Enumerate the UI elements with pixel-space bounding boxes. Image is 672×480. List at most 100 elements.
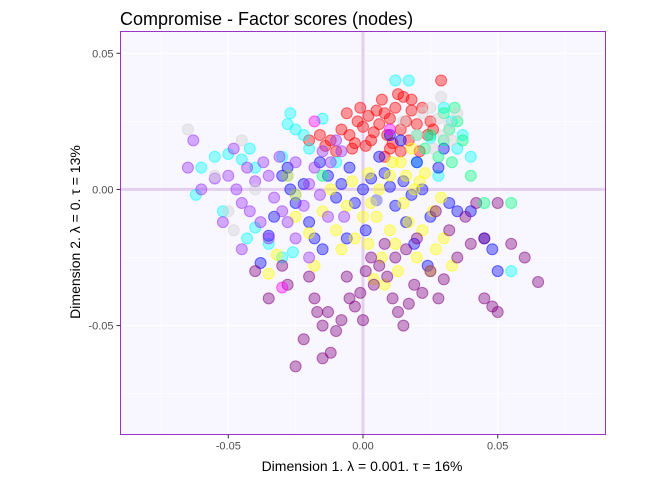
data-point [316,319,329,332]
data-point [235,134,248,147]
data-point [335,243,348,256]
data-point [464,237,477,250]
data-point [276,251,289,264]
data-point [410,251,423,264]
data-point [330,191,343,204]
data-point [340,270,353,283]
data-point [308,115,321,128]
data-point [389,237,402,250]
data-point [222,169,235,182]
data-point [340,232,353,245]
series-4 [249,197,545,373]
data-point [284,107,297,120]
data-point [222,205,235,218]
data-point [445,156,458,169]
data-point [408,278,421,291]
data-point [397,115,410,128]
data-point [286,246,299,259]
data-point [249,265,262,278]
data-point [243,205,256,218]
data-point [394,156,407,169]
data-point [432,112,445,125]
data-point [359,265,372,278]
data-point [402,74,415,87]
x-tick-label: -0.05 [216,441,241,453]
data-point [448,101,461,114]
data-point [322,210,334,223]
data-point [389,251,402,264]
data-point [432,169,445,182]
data-point [289,232,302,245]
data-point [424,129,437,141]
data-point [362,167,375,180]
y-tick-label: -0.05 [88,321,113,333]
data-point [243,142,256,155]
data-point [241,232,254,245]
data-point [227,142,240,155]
data-point [316,352,329,365]
data-point [410,118,423,131]
data-point [464,150,477,163]
data-point [437,273,450,286]
data-point [330,224,343,237]
data-point [505,237,518,250]
data-point [208,150,221,163]
data-point [435,90,448,103]
data-point [400,169,413,182]
data-point [424,265,437,278]
data-point [402,216,415,229]
data-point [330,134,343,147]
data-point [419,167,431,180]
data-point [405,104,418,117]
data-point [254,216,267,229]
chart-title: Compromise - Factor scores (nodes) [120,9,413,29]
x-tick-label: 0.05 [487,441,508,453]
data-point [464,169,477,182]
data-point [451,205,464,218]
data-point [335,145,348,158]
data-point [297,129,310,141]
data-point [241,161,254,174]
data-point [389,101,402,114]
data-point [491,306,504,318]
data-point [392,88,404,101]
x-tick-label: 0.00 [352,441,373,453]
data-point [281,169,294,182]
series-3 [262,142,458,291]
data-point [416,286,429,299]
data-point [478,232,491,245]
data-point [338,210,351,223]
data-point [316,169,329,182]
data-point [330,325,343,337]
y-tick-label: 0.05 [92,48,113,60]
data-point [187,134,200,147]
data-point [373,183,386,196]
data-point [383,123,396,136]
data-point [181,123,194,136]
data-point [181,161,194,174]
data-point [308,259,321,272]
data-point [424,101,437,114]
data-point [268,191,281,204]
data-point [262,292,275,305]
data-point [297,199,310,212]
data-point [392,265,404,278]
data-point [208,172,221,185]
series-9 [281,169,302,201]
data-point [362,237,375,250]
data-point [383,180,396,193]
data-point [340,107,353,120]
data-point [408,183,421,196]
data-point [276,150,289,163]
series-7 [181,90,464,237]
data-point [443,118,456,131]
data-point [276,281,289,294]
data-point [208,169,221,182]
data-point [354,286,367,299]
data-point [397,197,410,209]
data-point [373,259,386,272]
data-point [429,205,442,218]
data-point [235,243,248,256]
data-point [348,300,361,313]
